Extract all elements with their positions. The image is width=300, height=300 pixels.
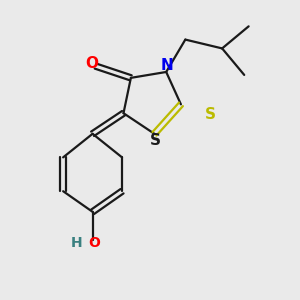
Text: O: O <box>85 56 98 70</box>
Text: S: S <box>150 133 161 148</box>
Text: N: N <box>160 58 173 73</box>
Text: O: O <box>88 236 100 250</box>
Text: S: S <box>205 107 216 122</box>
Text: H: H <box>70 236 82 250</box>
